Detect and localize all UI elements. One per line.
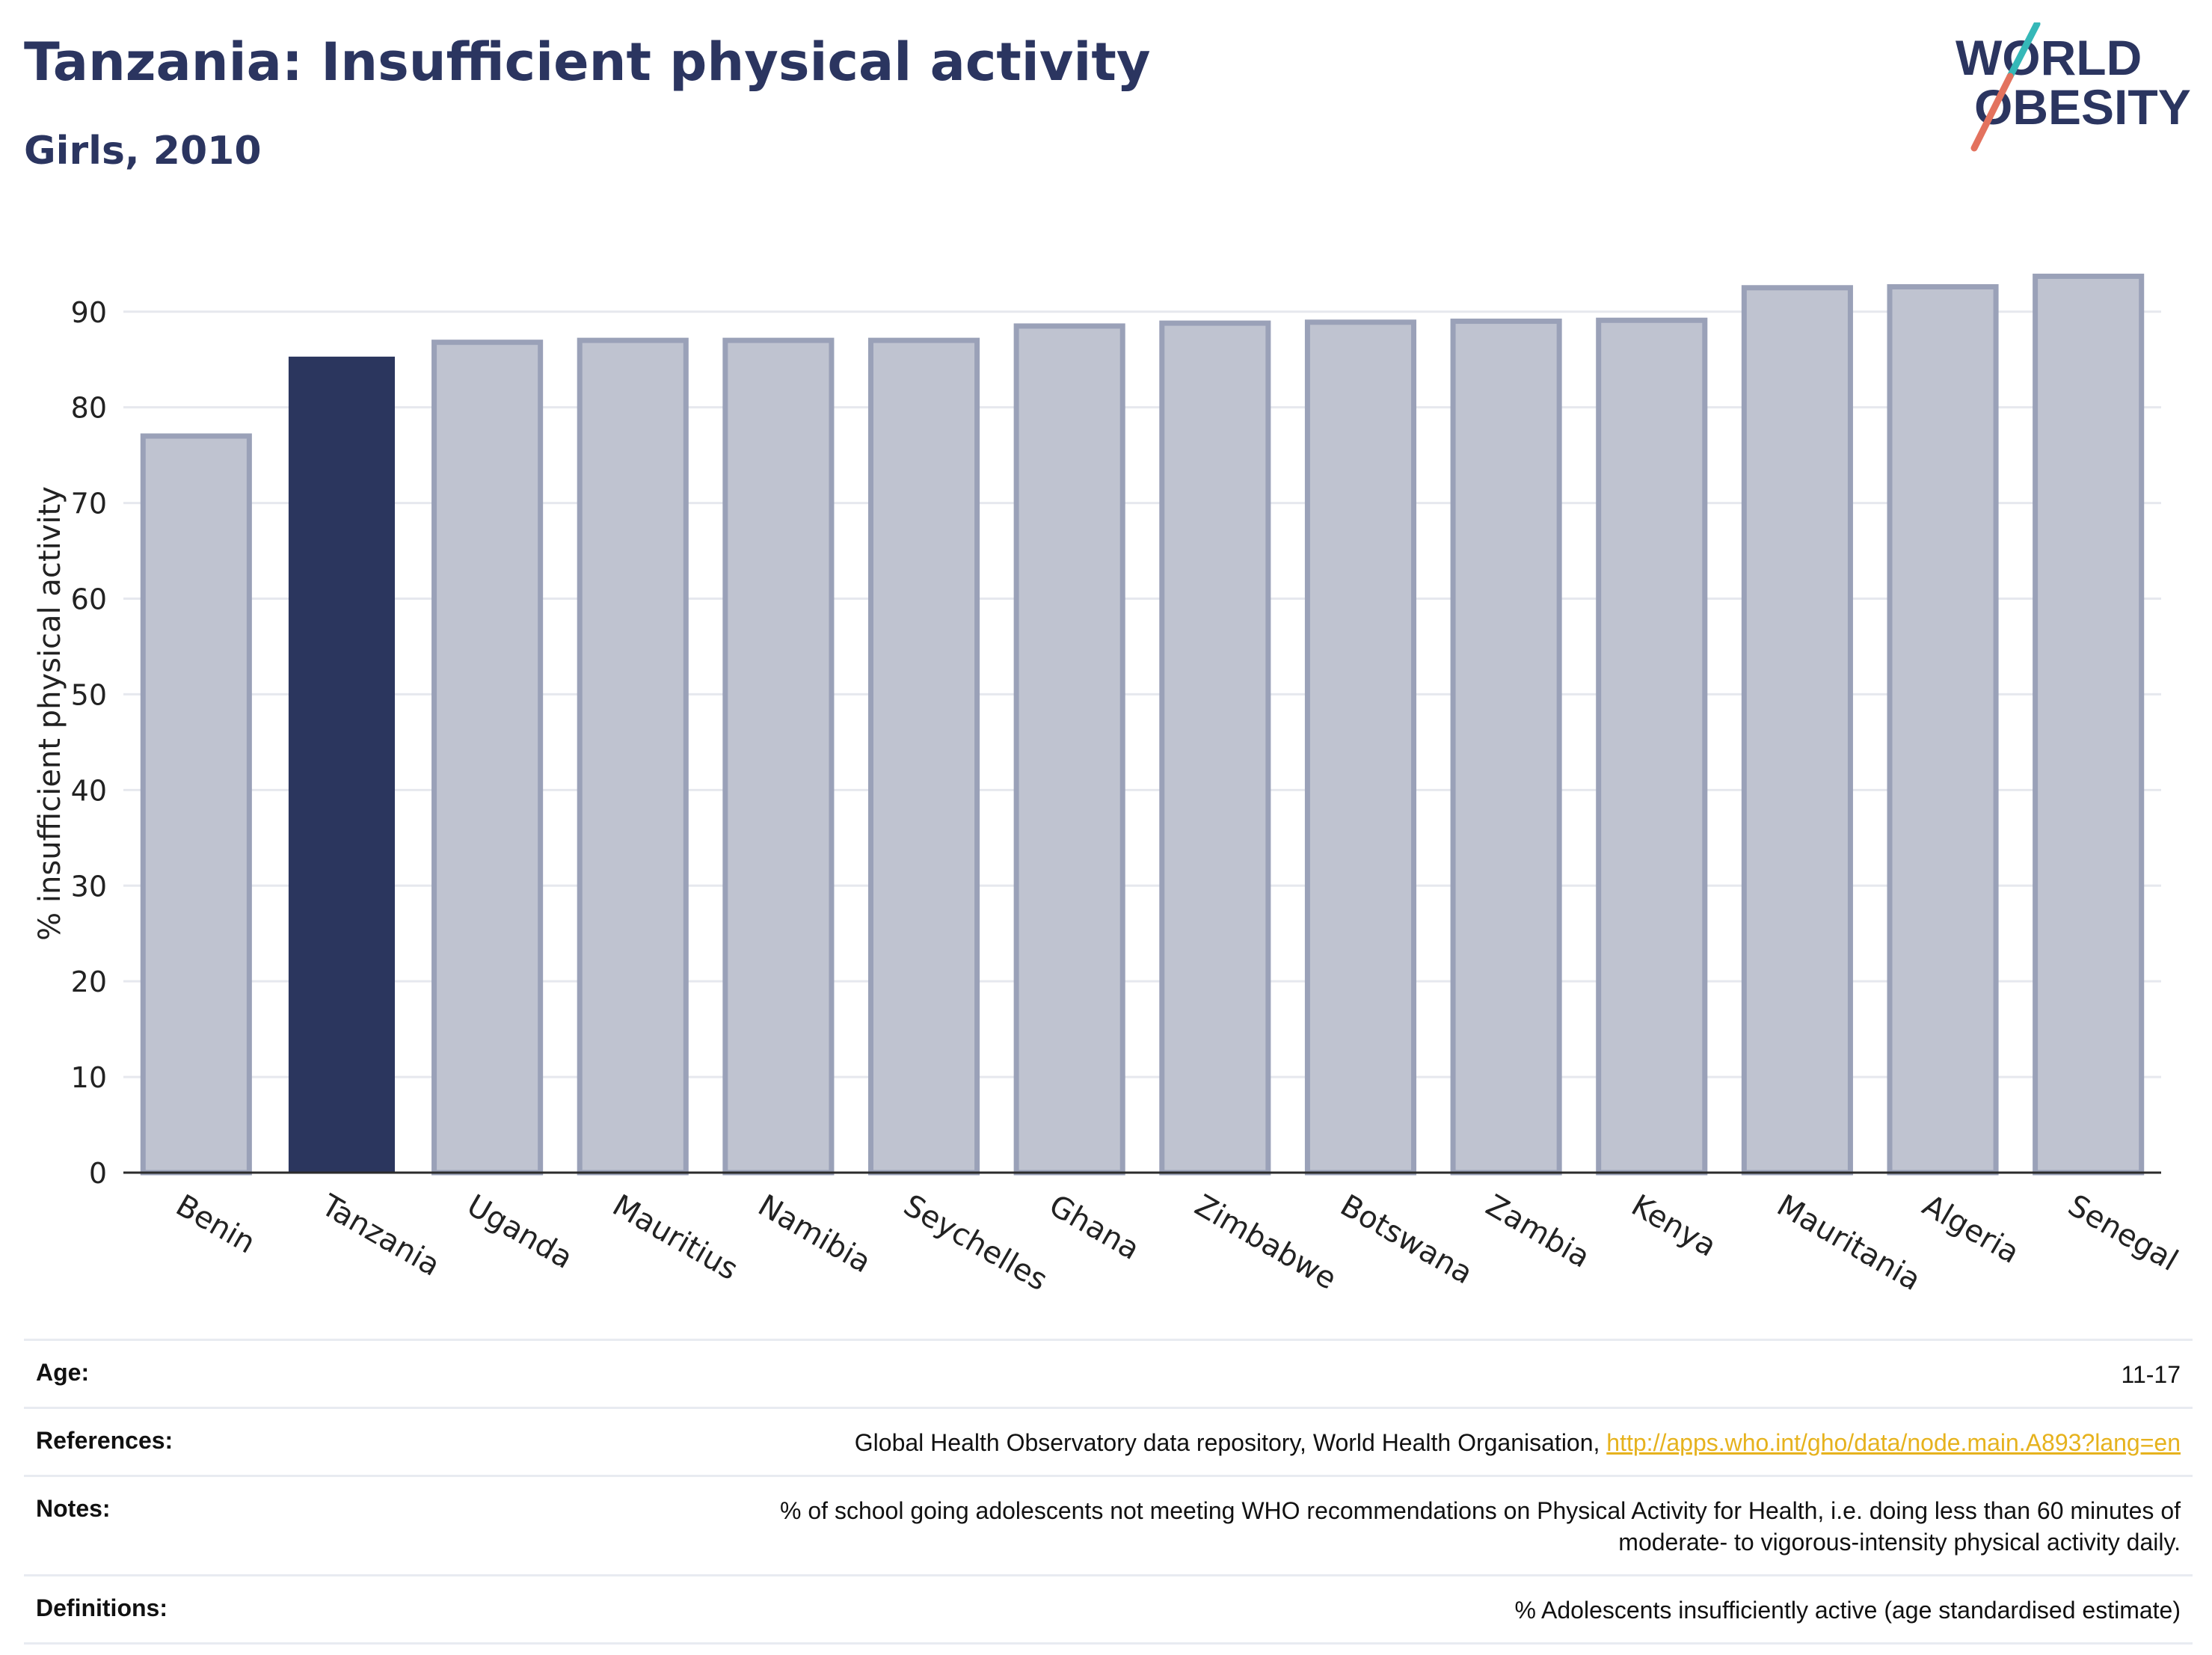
logo-line1: WORLD: [1956, 30, 2142, 85]
bar-uganda: [431, 340, 544, 1176]
y-axis-label: % insufficient physical activity: [33, 486, 67, 941]
references-value: Global Health Observatory data repositor…: [855, 1427, 2181, 1458]
definitions-label: Definitions:: [36, 1594, 168, 1621]
bar-namibia: [722, 337, 835, 1176]
y-tick-label: 20: [71, 965, 107, 998]
x-tick-label: Mauritius: [606, 1188, 743, 1287]
world-obesity-logo: WORLD OBESITY: [1956, 22, 2191, 152]
chart-subtitle: Girls, 2010: [24, 129, 262, 174]
references-link[interactable]: http://apps.who.int/gho/data/node.main.A…: [1606, 1429, 2181, 1456]
metadata-table: Age: 11-17 References: Global Health Obs…: [24, 1339, 2193, 1645]
y-tick-label: 30: [71, 870, 107, 903]
meta-row-notes: Notes: % of school going adolescents not…: [24, 1475, 2193, 1574]
bar-tanzania: [288, 356, 396, 1173]
x-tick-label: Namibia: [752, 1188, 876, 1280]
x-tick-label: Benin: [170, 1188, 261, 1261]
notes-label: Notes:: [36, 1495, 111, 1522]
meta-row-definitions: Definitions: % Adolescents insufficientl…: [24, 1574, 2193, 1645]
bar-kenya: [1596, 317, 1708, 1176]
bar-seychelles: [867, 337, 980, 1176]
x-tick-label: Botswana: [1334, 1188, 1478, 1292]
y-tick-label: 90: [71, 296, 107, 329]
x-tick-label: Senegal: [2062, 1188, 2184, 1278]
x-tick-label: Seychelles: [898, 1188, 1054, 1298]
bar-botswana: [1304, 319, 1417, 1176]
bar-zimbabwe: [1159, 320, 1271, 1176]
meta-row-age: Age: 11-17: [24, 1339, 2193, 1407]
bar-ghana: [1013, 323, 1125, 1176]
x-tick-label: Uganda: [461, 1188, 579, 1276]
references-label: References:: [36, 1427, 173, 1454]
x-tick-label: Kenya: [1626, 1188, 1722, 1264]
age-label: Age:: [36, 1359, 90, 1386]
chart-title: Tanzania: Insufficient physical activity: [24, 31, 1151, 93]
y-tick-label: 0: [89, 1157, 107, 1190]
logo-line2: OBESITY: [1974, 79, 2191, 135]
x-tick-label: Ghana: [1043, 1188, 1145, 1267]
age-value: 11-17: [2121, 1361, 2181, 1388]
meta-row-references: References: Global Health Observatory da…: [24, 1407, 2193, 1475]
bar-algeria: [1887, 283, 1999, 1176]
notes-line2: moderate- to vigorous-intensity physical…: [1618, 1529, 2181, 1556]
notes-value: % of school going adolescents not meetin…: [780, 1495, 2181, 1558]
y-tick-label: 10: [71, 1061, 107, 1094]
x-tick-label: Zambia: [1480, 1188, 1596, 1275]
bar-senegal: [2033, 273, 2145, 1176]
bar-zambia: [1450, 319, 1562, 1176]
x-tick-label: Algeria: [1917, 1188, 2025, 1271]
x-tick-label: Zimbabwe: [1189, 1188, 1342, 1297]
references-text: Global Health Observatory data repositor…: [854, 1429, 1607, 1456]
logo-slash-bottom: [1970, 73, 2014, 152]
notes-line1: % of school going adolescents not meetin…: [780, 1497, 2181, 1524]
bar-mauritania: [1741, 285, 1853, 1176]
y-tick-label: 50: [71, 678, 107, 711]
y-tick-label: 40: [71, 774, 107, 807]
definitions-value: % Adolescents insufficiently active (age…: [1514, 1597, 2181, 1624]
y-tick-label: 70: [71, 488, 107, 521]
y-tick-label: 60: [71, 583, 107, 616]
x-tick-label: Mauritania: [1771, 1188, 1926, 1298]
bar-chart: 0 10 20 30 40 50 60 70 80 90 % insufficient physic…: [33, 273, 2184, 1298]
logo-slash-top: [2006, 22, 2041, 80]
y-tick-label: 80: [71, 392, 107, 425]
bar-mauritius: [577, 337, 689, 1176]
x-tick-label: Tanzania: [315, 1188, 446, 1283]
bar-benin: [140, 433, 252, 1176]
